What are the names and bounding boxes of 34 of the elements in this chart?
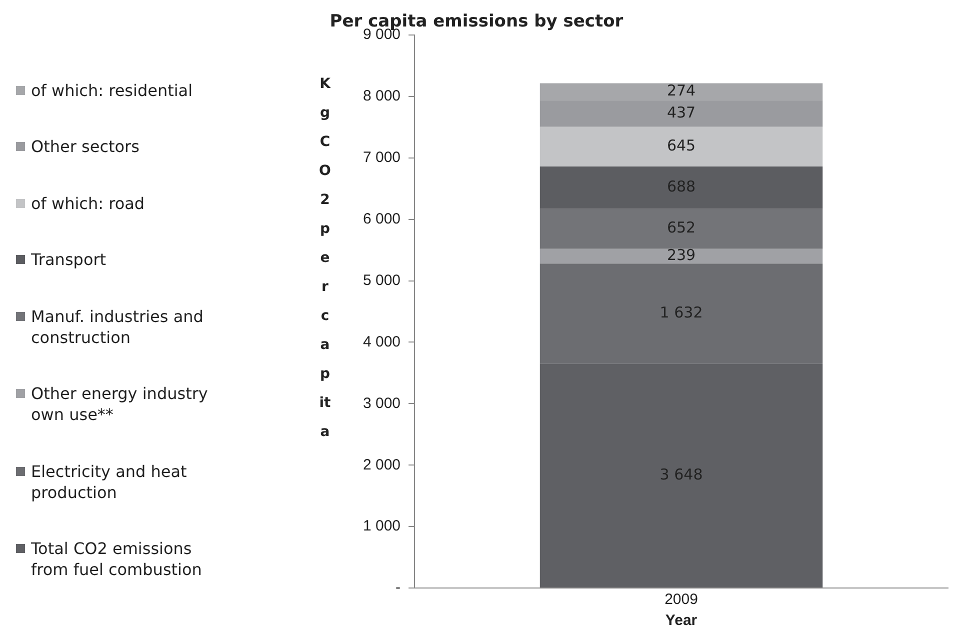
data-label: 239 [666,246,696,264]
bar [540,126,823,167]
y-tick-label: 2 000 [362,456,401,474]
bar [540,166,823,209]
y-tick-label: 8 000 [362,88,401,105]
data-label: 1 632 [660,304,703,322]
y-tick-label: 3 000 [362,394,401,412]
legend-label: Electricity and heat production [31,460,188,503]
legend-label: Other sectors [31,136,140,158]
data-label: 645 [666,136,696,155]
y-tick-label: 1 000 [362,518,401,535]
legend-label: of which: road [31,192,146,214]
data-label: 652 [666,218,696,237]
legend-label: Total CO2 emissions from fuel combustion [31,538,203,580]
data-label: 274 [666,82,696,100]
y-tick-label: 6 000 [362,210,401,228]
x-tick-label: 2009 [664,591,698,608]
bar [540,208,823,249]
legend-label: Other energy industry own use** [31,383,209,426]
y-tick-label: - [396,579,401,596]
bar [540,248,823,264]
text: Kg CO2 per capita [319,76,331,440]
y-tick-label: 7 000 [362,149,401,166]
legend-label: Manuf. industries and construction [31,306,204,348]
legend-label: of which: residential [31,80,194,101]
data-label: 437 [666,103,696,122]
bar [540,264,823,364]
y-tick-label: 5 000 [362,272,401,289]
y-tick-label: 4 000 [362,333,401,350]
x-axis-title: Year [665,612,698,630]
data-label: 3 648 [660,466,703,484]
legend-label: Transport [31,249,108,270]
data-label: 688 [666,178,696,196]
bar [540,364,823,588]
